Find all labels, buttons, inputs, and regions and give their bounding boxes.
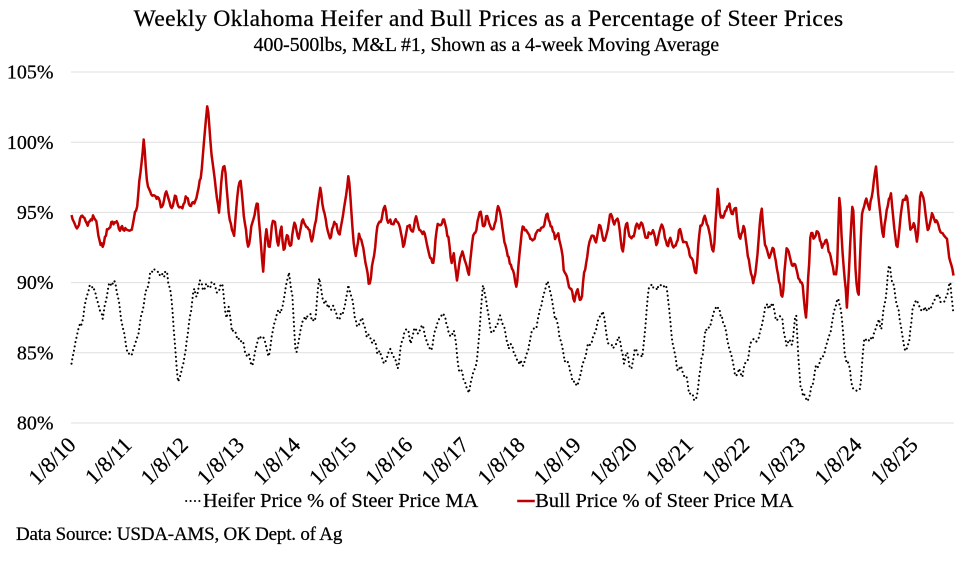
svg-text:90%: 90% xyxy=(17,272,54,294)
svg-text:80%: 80% xyxy=(17,413,54,435)
svg-text:105%: 105% xyxy=(7,62,54,84)
svg-text:Data Source: USDA-AMS, OK Dept: Data Source: USDA-AMS, OK Dept. of Ag xyxy=(16,524,343,545)
svg-text:85%: 85% xyxy=(17,342,54,364)
svg-text:100%: 100% xyxy=(7,132,54,154)
svg-text:400-500lbs, M&L #1, Shown as a: 400-500lbs, M&L #1, Shown as a 4-week Mo… xyxy=(254,34,720,56)
svg-text:Bull Price % of Steer Price MA: Bull Price % of Steer Price MA xyxy=(535,490,794,512)
svg-text:95%: 95% xyxy=(17,202,54,224)
svg-text:Heifer Price % of Steer Price: Heifer Price % of Steer Price MA xyxy=(203,490,478,512)
svg-text:Weekly Oklahoma Heifer and Bul: Weekly Oklahoma Heifer and Bull Prices a… xyxy=(134,6,844,32)
